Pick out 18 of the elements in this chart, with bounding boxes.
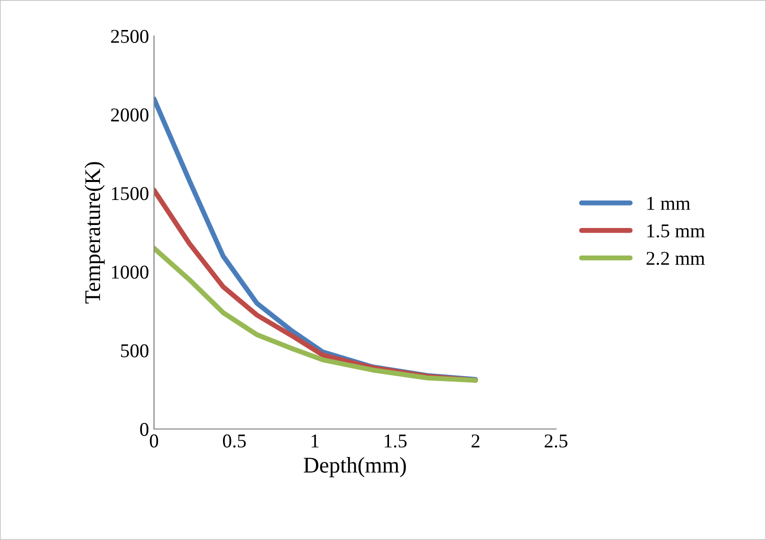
y-axis-title: Temperature(K) [84,162,105,304]
x-tick-label: 1.5 [384,434,407,448]
y-tick-label: 1000 [112,266,148,279]
legend-label: 1 mm [647,196,690,210]
x-tick-label: 1 [312,434,318,448]
y-tick-label: 2500 [111,30,148,43]
y-tick-label: 0 [140,422,148,436]
x-tick-label: 2 [472,434,480,448]
x-tick-label: 2.5 [544,434,568,448]
y-tick-label: 500 [121,344,148,358]
x-axis-title: Depth(mm) [304,457,406,478]
y-tick-label: 1500 [112,187,148,200]
legend-label: 2.2 mm [646,252,705,265]
y-tick-label: 2000 [111,108,148,122]
line-series [154,246,478,383]
x-tick-label: 0 [150,434,158,448]
x-tick-label: 0.5 [222,434,246,448]
legend-label: 1.5 mm [647,224,705,238]
